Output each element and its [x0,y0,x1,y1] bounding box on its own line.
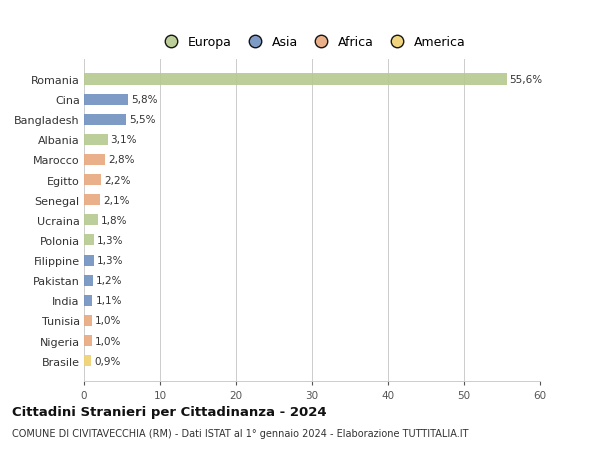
Text: COMUNE DI CIVITAVECCHIA (RM) - Dati ISTAT al 1° gennaio 2024 - Elaborazione TUTT: COMUNE DI CIVITAVECCHIA (RM) - Dati ISTA… [12,428,469,438]
Text: 1,1%: 1,1% [95,296,122,306]
Text: 3,1%: 3,1% [110,135,137,145]
Text: 1,2%: 1,2% [96,275,122,285]
Text: 55,6%: 55,6% [509,75,543,85]
Bar [84,195,100,206]
Bar [84,315,92,326]
Bar [84,355,91,366]
Bar [84,255,94,266]
Bar [84,155,105,166]
Bar [84,95,128,106]
Bar [84,174,101,186]
Bar [84,295,92,306]
Text: Cittadini Stranieri per Cittadinanza - 2024: Cittadini Stranieri per Cittadinanza - 2… [12,405,326,419]
Bar [84,275,93,286]
Text: 2,1%: 2,1% [103,195,130,205]
Text: 5,5%: 5,5% [129,115,155,125]
Bar [84,215,98,226]
Text: 1,0%: 1,0% [95,316,121,326]
Bar [84,235,94,246]
Bar [84,114,126,125]
Legend: Europa, Asia, Africa, America: Europa, Asia, Africa, America [155,34,469,52]
Text: 2,2%: 2,2% [104,175,130,185]
Text: 5,8%: 5,8% [131,95,158,105]
Text: 1,8%: 1,8% [101,215,127,225]
Text: 0,9%: 0,9% [94,356,120,366]
Text: 2,8%: 2,8% [109,155,135,165]
Bar [84,335,92,346]
Bar [84,134,107,146]
Text: 1,3%: 1,3% [97,256,124,265]
Text: 1,3%: 1,3% [97,235,124,246]
Text: 1,0%: 1,0% [95,336,121,346]
Bar [84,74,506,85]
